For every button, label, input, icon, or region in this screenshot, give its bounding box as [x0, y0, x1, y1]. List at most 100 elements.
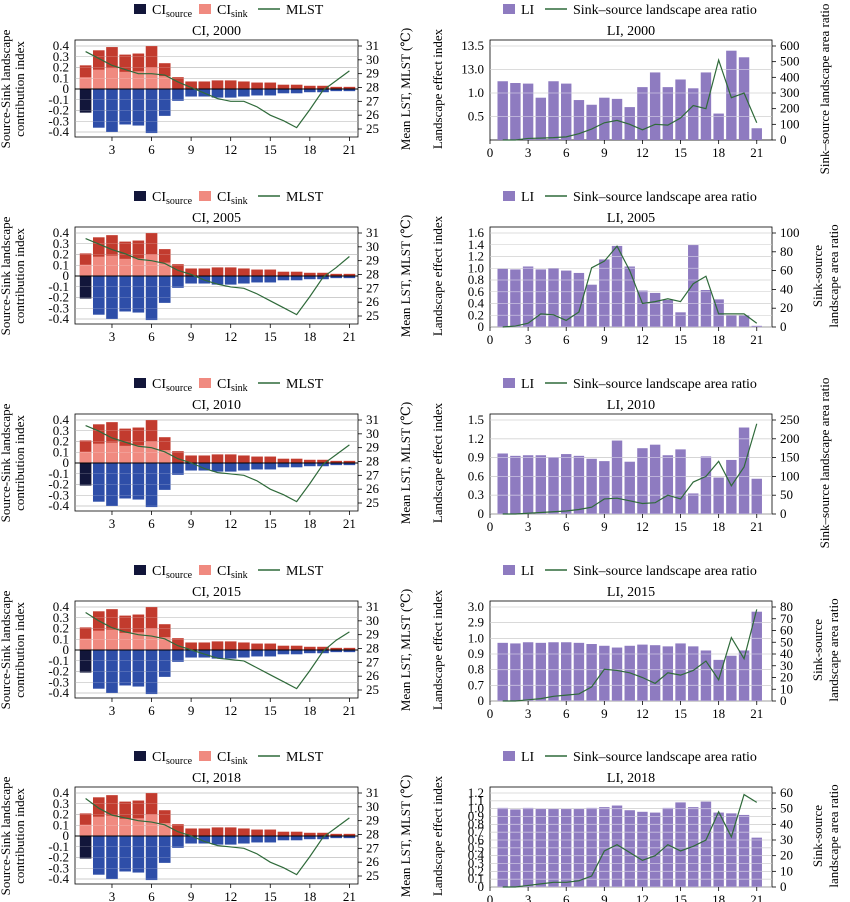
ci-source-bar: [224, 89, 237, 98]
ci-ylabel: contribution index: [12, 602, 27, 698]
ci-legend-3-0-label: CIsource: [152, 564, 193, 581]
li-y2tick-label: 20: [780, 670, 793, 685]
ci-xtick-label: 12: [224, 329, 237, 344]
ci-ylabel: Source-Sink landscape: [0, 29, 13, 148]
ci-source-bar: [264, 276, 277, 283]
li-ylabel: Landscape effect index: [430, 589, 445, 710]
ci-y2label: Mean LST, MLST (℃): [398, 775, 413, 897]
ci-ytick-label: 0.3: [53, 423, 69, 438]
li-y2tick-label: 30: [780, 832, 793, 847]
ci-ytick-label: 0.2: [53, 60, 69, 75]
li-bar: [751, 128, 762, 140]
li-legend-3-1-label: Sink–source landscape area ratio: [573, 564, 757, 579]
li-ytick-label: 0.7: [468, 677, 485, 692]
ci-sink-bar-lower: [79, 451, 92, 463]
li-bar: [611, 98, 623, 140]
li-y2label: landscape area ratio: [826, 224, 841, 327]
ci-source-bar: [119, 650, 131, 686]
li-bar: [586, 458, 597, 514]
li-ytick-label: 0.2: [468, 863, 484, 878]
ci-sink-bar-lower: [158, 823, 171, 836]
ci-sink-bar: [277, 458, 290, 463]
ci-source-bar: [238, 89, 250, 97]
ci-sink-bar: [172, 824, 184, 836]
ci-source-bar: [290, 836, 303, 841]
li-legend-3-0-swatch: [503, 565, 515, 575]
li-y2tick-label: 0: [780, 506, 787, 521]
li-bar: [713, 812, 724, 887]
ci-ylabel: contribution index: [12, 228, 27, 324]
li-ytick-label: 0.4: [468, 848, 485, 863]
ci-legend-2-1-swatch: [199, 378, 211, 388]
li-bar: [726, 50, 737, 141]
ci-xtick-label: 15: [264, 703, 277, 718]
li-y2label: Sink-source: [810, 805, 825, 867]
ci-sink-bar-lower: [119, 71, 131, 89]
ci-sink-bar: [198, 828, 211, 836]
li-bar: [522, 266, 534, 327]
li-xtick-label: 12: [636, 706, 649, 721]
ci-source-bar: [304, 650, 316, 654]
ci-source-bar: [132, 89, 145, 126]
ci-ytick-label: -0.1: [48, 839, 69, 854]
ci-mlst-line: [85, 237, 350, 316]
li-legend-2-1-label: Sink–source landscape area ratio: [573, 377, 757, 392]
li-ytick-label: 1.2: [468, 249, 484, 264]
li-bar: [726, 813, 737, 887]
li-y2tick-label: 20: [780, 848, 793, 863]
ci-y2tick-label: 26: [366, 481, 380, 496]
ci-legend-1-0-swatch: [134, 191, 146, 201]
li-ytick-label: 0.6: [468, 468, 485, 483]
ci-source-bar: [277, 650, 290, 655]
li-xtick-label: 3: [525, 145, 532, 160]
ci-sink-bar: [211, 80, 224, 89]
li-y2tick-label: 20: [780, 300, 793, 315]
ci-source-bar: [277, 89, 290, 94]
ci-legend-1-1-swatch: [199, 191, 211, 201]
li-xtick-label: 21: [750, 892, 763, 902]
ci-ytick-label: -0.1: [48, 653, 69, 668]
li-y2tick-label: 200: [780, 431, 800, 446]
ci-sink-bar: [343, 86, 356, 89]
li-title: LI, 2005: [607, 211, 655, 226]
li-xtick-label: 0: [487, 145, 494, 160]
ci-source-bar: [185, 89, 197, 97]
ci-y2tick-label: 30: [366, 426, 379, 441]
li-y2tick-label: 0: [780, 319, 787, 334]
li-ytick-label: 13.5: [461, 38, 484, 53]
ci-source-bar: [330, 463, 343, 466]
li-legend-0-0-swatch: [503, 4, 515, 14]
ci-ytick-label: 0.1: [53, 817, 69, 832]
li-bar: [649, 292, 661, 327]
ci-legend-0-2-label: MLST: [286, 3, 324, 18]
ci-y2tick-label: 29: [366, 813, 379, 828]
ci-xtick-label: 21: [343, 516, 356, 531]
li-y2tick-label: 40: [780, 646, 793, 661]
ci-sink-bar: [317, 646, 329, 650]
ci-ylabel: Source-Sink landscape: [0, 776, 13, 895]
li-bar: [649, 444, 661, 514]
ci-source-bar: [343, 89, 356, 92]
ci-xtick-label: 18: [303, 516, 316, 531]
ci-source-bar: [185, 836, 197, 844]
ci-source-bar: [119, 463, 131, 499]
ci-sink-bar: [211, 827, 224, 836]
ci-y2tick-label: 28: [366, 454, 379, 469]
ci-ytick-label: -0.2: [48, 103, 69, 118]
ci-title: CI, 2010: [192, 398, 241, 413]
ci-source-bar: [330, 650, 343, 653]
ci-sink-bar: [330, 460, 343, 463]
li-ytick-label: 0.9: [468, 809, 484, 824]
ci-source-bar: [172, 276, 184, 288]
ci-xtick-label: 6: [148, 889, 155, 902]
ci-source-bar: [330, 836, 343, 839]
ci-ytick-label: 0.4: [53, 412, 70, 427]
li-y2label: landscape area ratio: [826, 784, 841, 887]
ci-y2tick-label: 30: [366, 239, 379, 254]
ci-source-bar: [158, 836, 171, 863]
li-y2tick-label: 100: [780, 468, 800, 483]
ci-ytick-label: -0.3: [48, 860, 69, 875]
ci-source-bar: [172, 463, 184, 475]
li-xtick-label: 9: [601, 892, 608, 902]
ci-ytick-label: -0.4: [48, 498, 69, 513]
